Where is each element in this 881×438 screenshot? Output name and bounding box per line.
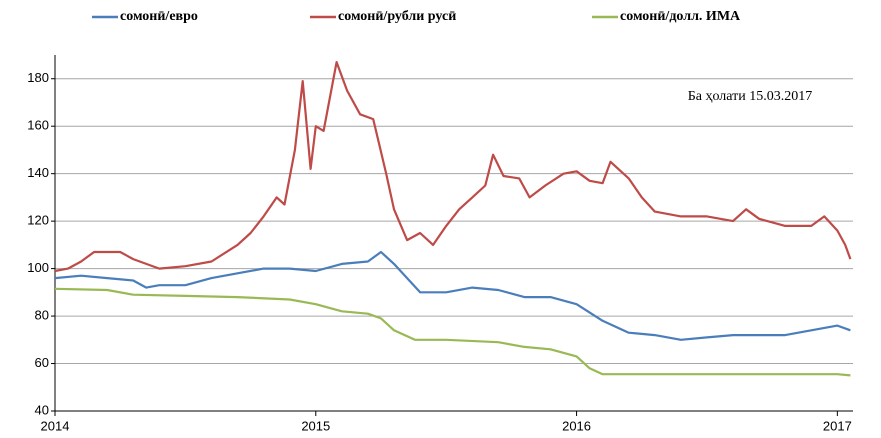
x-tick-label: 2016 <box>562 418 591 433</box>
y-tick-label: 60 <box>35 355 49 370</box>
series-line <box>54 250 851 341</box>
y-tick-label: 120 <box>27 213 49 228</box>
y-tick-label: 40 <box>35 402 49 417</box>
legend-label: сомонӣ/долл. ИМА <box>620 9 741 24</box>
x-tick-label: 2017 <box>823 418 852 433</box>
x-tick-label: 2015 <box>301 418 330 433</box>
y-tick-label: 80 <box>35 308 49 323</box>
legend-label: сомонӣ/евро <box>120 9 198 24</box>
series-line <box>54 287 851 377</box>
legend-label: сомонӣ/рубли русӣ <box>338 9 456 24</box>
series-line <box>54 61 852 273</box>
y-tick-label: 180 <box>27 70 49 85</box>
x-tick-label: 2014 <box>41 418 70 433</box>
y-tick-label: 140 <box>27 165 49 180</box>
annotation: Ба ҳолати 15.03.2017 <box>688 89 813 104</box>
y-tick-label: 100 <box>27 260 49 275</box>
y-tick-label: 160 <box>27 118 49 133</box>
